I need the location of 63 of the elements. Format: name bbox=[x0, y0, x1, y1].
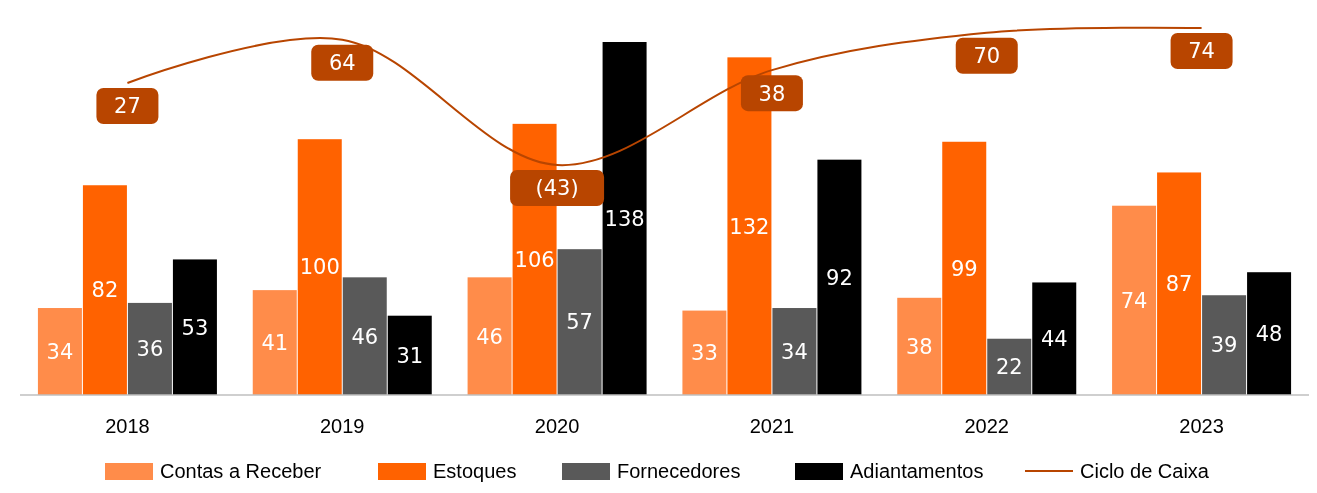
data-label: 31 bbox=[396, 343, 424, 368]
bar bbox=[467, 277, 512, 395]
data-label: 27 bbox=[114, 94, 141, 119]
x-tick-label: 2023 bbox=[1179, 415, 1224, 437]
legend-label: Estoques bbox=[433, 460, 517, 482]
bar bbox=[942, 141, 987, 395]
bar bbox=[172, 259, 217, 395]
x-tick-label: 2021 bbox=[749, 415, 795, 437]
bar bbox=[602, 42, 647, 395]
data-label: 41 bbox=[261, 330, 289, 355]
data-label: 74 bbox=[1120, 288, 1148, 313]
data-label: (43) bbox=[535, 176, 579, 201]
data-label: 48 bbox=[1255, 321, 1283, 346]
bar bbox=[252, 290, 297, 395]
bar bbox=[37, 308, 82, 395]
bar bbox=[1112, 205, 1157, 395]
data-label: 34 bbox=[781, 339, 808, 364]
legend-label: Contas a Receber bbox=[160, 460, 322, 482]
data-label: 22 bbox=[995, 355, 1023, 380]
x-tick-label: 2022 bbox=[964, 415, 1009, 437]
x-tick-label: 2018 bbox=[105, 415, 150, 437]
data-label: 64 bbox=[328, 51, 356, 76]
data-label: 138 bbox=[604, 206, 645, 231]
bar bbox=[817, 159, 862, 395]
data-label: 44 bbox=[1040, 327, 1068, 352]
data-label: 70 bbox=[973, 44, 1001, 69]
legend-label: Fornecedores bbox=[617, 460, 741, 482]
data-label: 53 bbox=[181, 315, 209, 340]
data-label: 100 bbox=[299, 255, 340, 280]
bar bbox=[1247, 272, 1292, 395]
data-label: 132 bbox=[729, 214, 770, 239]
x-tick-label: 2019 bbox=[320, 415, 365, 437]
data-label: 92 bbox=[826, 265, 853, 290]
x-tick-label: 2020 bbox=[534, 415, 580, 437]
bar bbox=[127, 302, 172, 395]
data-label: 99 bbox=[950, 256, 978, 281]
bar bbox=[342, 277, 387, 395]
bar bbox=[557, 249, 602, 395]
data-label: 36 bbox=[136, 337, 164, 362]
data-label: 82 bbox=[91, 278, 119, 303]
data-label: 38 bbox=[905, 334, 933, 359]
data-label: 46 bbox=[476, 324, 503, 349]
data-label: 39 bbox=[1210, 333, 1238, 358]
data-label: 38 bbox=[758, 81, 786, 106]
data-label: 33 bbox=[691, 341, 718, 366]
legend-label: Ciclo de Caixa bbox=[1080, 460, 1210, 482]
bar bbox=[82, 185, 127, 395]
bar bbox=[682, 310, 727, 395]
bar bbox=[1032, 282, 1077, 395]
data-label: 46 bbox=[351, 324, 379, 349]
data-label: 106 bbox=[514, 247, 555, 272]
bar bbox=[1157, 172, 1202, 395]
data-label: 57 bbox=[566, 310, 593, 335]
legend-label: Adiantamentos bbox=[850, 460, 984, 482]
bar bbox=[387, 315, 432, 395]
data-label: 87 bbox=[1165, 272, 1193, 297]
bar bbox=[987, 338, 1032, 395]
data-label: 74 bbox=[1188, 39, 1215, 64]
bar bbox=[1202, 295, 1247, 395]
bar bbox=[297, 139, 342, 395]
bar bbox=[772, 308, 817, 395]
bar bbox=[897, 297, 942, 395]
data-label: 34 bbox=[46, 339, 74, 364]
